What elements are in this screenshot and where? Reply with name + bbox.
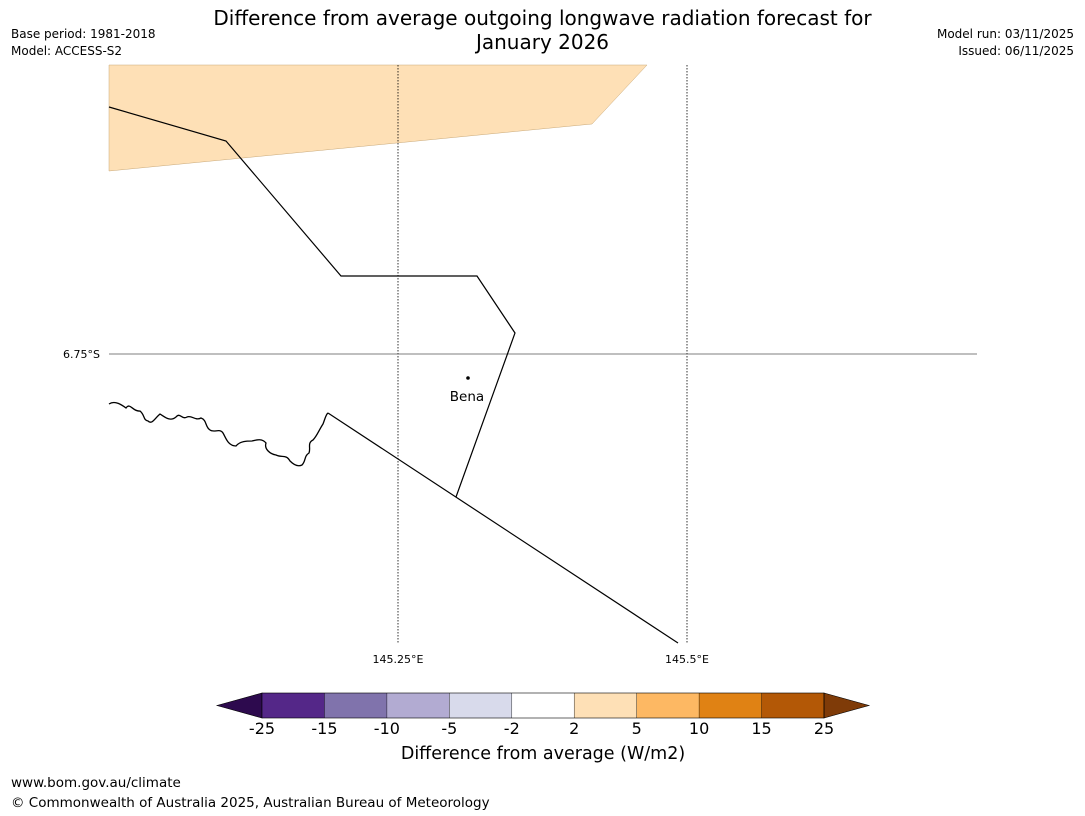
- meta-right: Model run: 03/11/2025 Issued: 06/11/2025: [937, 26, 1074, 60]
- colorbar-bin: [324, 693, 388, 718]
- colorbar-bin: [699, 693, 762, 718]
- colorbar-title: Difference from average (W/m2): [400, 744, 686, 764]
- colorbar-bin: [386, 693, 450, 718]
- colorbar-bin: [262, 693, 325, 718]
- colorbar-tick: 5: [631, 719, 642, 738]
- footer-copyright: © Commonwealth of Australia 2025, Austra…: [11, 795, 490, 811]
- chart-title: Difference from average outgoing longwav…: [150, 6, 935, 54]
- lon-label-145-5: 145.5°E: [665, 653, 709, 666]
- footer-url[interactable]: www.bom.gov.au/climate: [11, 775, 181, 791]
- colorbar-tick: -15: [311, 719, 338, 738]
- colorbar-bin: [574, 693, 637, 718]
- issued-date: Issued: 06/11/2025: [958, 44, 1074, 58]
- lon-label-145-25: 145.25°E: [373, 653, 424, 666]
- colorbar-bin: [636, 693, 700, 718]
- colorbar-tick: -2: [503, 719, 520, 738]
- river-line: [108, 401, 329, 467]
- title-line-2: January 2026: [475, 30, 610, 54]
- lat-label: 6.75°S: [63, 348, 100, 361]
- colorbar-tick: -10: [373, 719, 400, 738]
- district-boundary: [108, 106, 516, 498]
- place-label: Bena: [450, 389, 484, 405]
- colorbar-tick: -5: [441, 719, 458, 738]
- model-name: Model: ACCESS-S2: [11, 44, 123, 58]
- colorbar-bins: [262, 693, 825, 718]
- base-period: Base period: 1981-2018: [11, 27, 156, 41]
- province-boundary: [327, 412, 679, 644]
- title-line-1: Difference from average outgoing longwav…: [213, 6, 872, 30]
- model-run: Model run: 03/11/2025: [936, 27, 1074, 41]
- anomaly-region: [108, 64, 648, 172]
- colorbar-tick: 25: [813, 719, 835, 738]
- colorbar-outline: [261, 692, 825, 719]
- colorbar-tick: -25: [248, 719, 276, 738]
- meta-left: Base period: 1981-2018 Model: ACCESS-S2: [11, 26, 156, 60]
- colorbar-over-extension: [823, 692, 871, 719]
- colorbar-tick: 15: [751, 719, 772, 738]
- colorbar-tick: 10: [688, 719, 710, 738]
- colorbar-bin: [511, 693, 575, 718]
- colorbar-tick: 2: [569, 719, 580, 738]
- bena-marker: [466, 376, 470, 380]
- colorbar-bin: [449, 693, 513, 718]
- colorbar-under-extension: [215, 692, 263, 719]
- colorbar-bin: [761, 693, 825, 718]
